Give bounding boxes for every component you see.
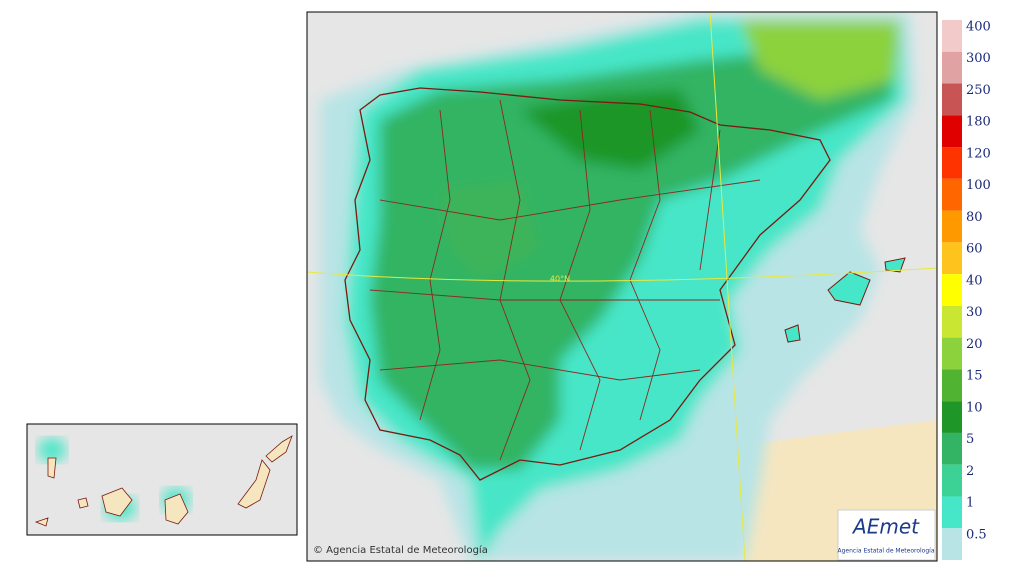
legend-label: 100 [966,178,991,193]
legend-label: 1 [966,496,974,511]
legend-swatch [942,401,962,433]
parallel-line [307,267,937,282]
province-borders [369,99,761,461]
legend-label: 300 [966,51,991,66]
legend-swatch [942,337,962,370]
legend-swatch [942,464,962,497]
legend-swatch [942,305,962,338]
legend-label: 20 [966,337,983,352]
legend-label: 15 [966,369,983,384]
logo-mark: AEmet [851,515,920,539]
legend-swatch [942,432,962,465]
legend-label: 2 [966,464,974,479]
legend-label: 250 [966,83,991,98]
islands [34,435,293,527]
legend: 400 300 250 180 120 100 80 60 40 30 20 15 10 5 2 1 0.5 [942,19,991,560]
canary-inset [27,424,297,535]
inset-border [26,423,298,536]
legend-swatch [942,178,962,211]
legend-label: 60 [966,242,983,257]
legend-label: 400 [966,19,991,34]
legend-swatch [942,20,962,52]
inset-background [27,424,297,535]
legend-label: 0.5 [966,528,987,543]
legend-swatch [942,51,962,84]
logo-name: Agencia Estatal de Meteorología [838,548,935,555]
graticule-label: 40°N [550,275,570,284]
legend-label: 120 [966,146,991,161]
legend-swatch [942,147,962,179]
credit: © Agencia Estatal de Meteorología [313,544,488,556]
precip-field [320,12,915,561]
legend-swatch [942,369,962,402]
legend-label: 30 [966,305,983,320]
logo-box [837,509,936,561]
main-map-border [306,11,938,562]
legend-label: 10 [966,400,983,415]
legend-label: 80 [966,210,983,225]
legend-label: 180 [966,115,991,130]
legend-swatch [942,210,962,243]
legend-swatch [942,83,962,116]
legend-label: 5 [966,432,974,447]
legend-swatch [942,528,962,560]
main-map: 40°N © Agencia Estatal de Meteorología A… [307,12,937,561]
balearic-islands [784,257,906,343]
meridian-line [709,12,746,561]
legend-swatch [942,115,962,148]
legend-label: 40 [966,273,983,288]
coastline [344,87,831,481]
legend-swatch [942,242,962,275]
inset-precip [38,438,66,462]
legend-swatch [942,274,962,306]
legend-swatch [942,496,962,529]
